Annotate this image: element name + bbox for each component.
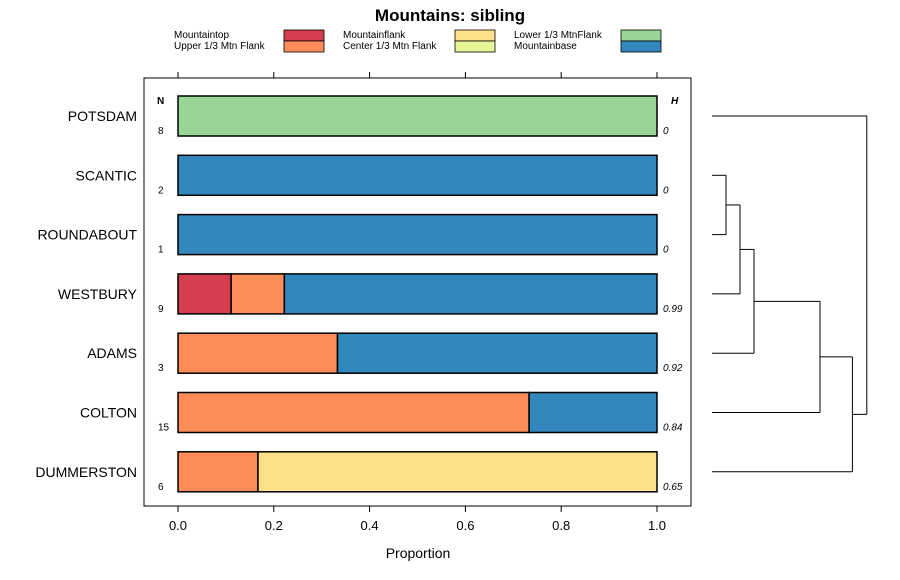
n-value: 9 — [158, 304, 164, 315]
h-value: 0 — [663, 245, 669, 256]
row-label: POTSDAM — [68, 108, 137, 124]
legend-swatch — [454, 29, 496, 42]
dendrogram — [712, 115, 868, 473]
bar-segment — [177, 332, 339, 374]
n-values: 8 2 1 9 3 15 6 — [158, 126, 170, 493]
bar-segment — [177, 154, 658, 197]
top-axis — [177, 72, 658, 78]
n-value: 2 — [158, 185, 164, 196]
legend-swatch — [620, 29, 662, 42]
bar-segment — [230, 273, 286, 315]
row-labels: POTSDAM SCANTIC ROUNDABOUT WESTBURY ADAMS COL… — [35, 108, 137, 480]
legend-label: Mountainflank — [343, 30, 406, 41]
legend-swatch — [620, 40, 662, 53]
legend-label: Mountaintop — [174, 30, 229, 41]
bottom-axis: 0.0 0.2 0.4 0.6 0.8 1.0 — [169, 506, 666, 533]
legend-label: Lower 1/3 MtnFlank — [514, 30, 603, 41]
plot-frame — [143, 77, 692, 507]
chart-title: Mountains: sibling — [375, 6, 525, 25]
n-value: 1 — [158, 245, 164, 256]
row-label: ROUNDABOUT — [37, 227, 137, 243]
x-axis-label: Proportion — [386, 545, 451, 561]
h-value: 0.99 — [663, 304, 683, 315]
legend-label: Upper 1/3 Mtn Flank — [174, 41, 266, 52]
bar-segment — [177, 391, 530, 434]
row-label: ADAMS — [87, 345, 137, 361]
bar-segment — [528, 391, 658, 434]
h-value: 0.92 — [663, 363, 683, 374]
bar-segment — [257, 451, 658, 493]
bar-segment — [336, 332, 658, 374]
h-value: 0 — [663, 185, 669, 196]
bar-segment — [177, 273, 232, 315]
h-values: 0 0 0 0.99 0.92 0.84 0.65 — [663, 126, 683, 493]
bars — [177, 95, 658, 493]
bar-segment — [177, 451, 259, 493]
legend-swatch — [283, 40, 325, 53]
row-label: COLTON — [80, 405, 137, 421]
h-header: H — [671, 96, 679, 107]
tick-label: 0.8 — [552, 518, 570, 533]
bar-segment — [177, 95, 658, 137]
n-value: 15 — [158, 423, 170, 434]
legend-swatch — [283, 29, 325, 42]
h-value: 0.65 — [663, 482, 683, 493]
tick-label: 0.4 — [361, 518, 379, 533]
h-value: 0.84 — [663, 423, 683, 434]
row-label: DUMMERSTON — [35, 464, 137, 480]
bar-segment — [283, 273, 658, 315]
row-label: SCANTIC — [76, 167, 137, 183]
tick-label: 0.0 — [169, 518, 187, 533]
legend-label: Mountainbase — [514, 41, 577, 52]
legend-label: Center 1/3 Mtn Flank — [343, 41, 437, 52]
tick-label: 0.6 — [456, 518, 474, 533]
n-value: 8 — [158, 126, 164, 137]
n-value: 6 — [158, 482, 164, 493]
row-label: WESTBURY — [58, 286, 138, 302]
bar-segment — [177, 213, 658, 256]
h-value: 0 — [663, 126, 669, 137]
legend-swatch — [454, 40, 496, 53]
n-value: 3 — [158, 363, 164, 374]
tick-label: 0.2 — [265, 518, 283, 533]
n-header: N — [157, 96, 164, 107]
tick-label: 1.0 — [648, 518, 666, 533]
